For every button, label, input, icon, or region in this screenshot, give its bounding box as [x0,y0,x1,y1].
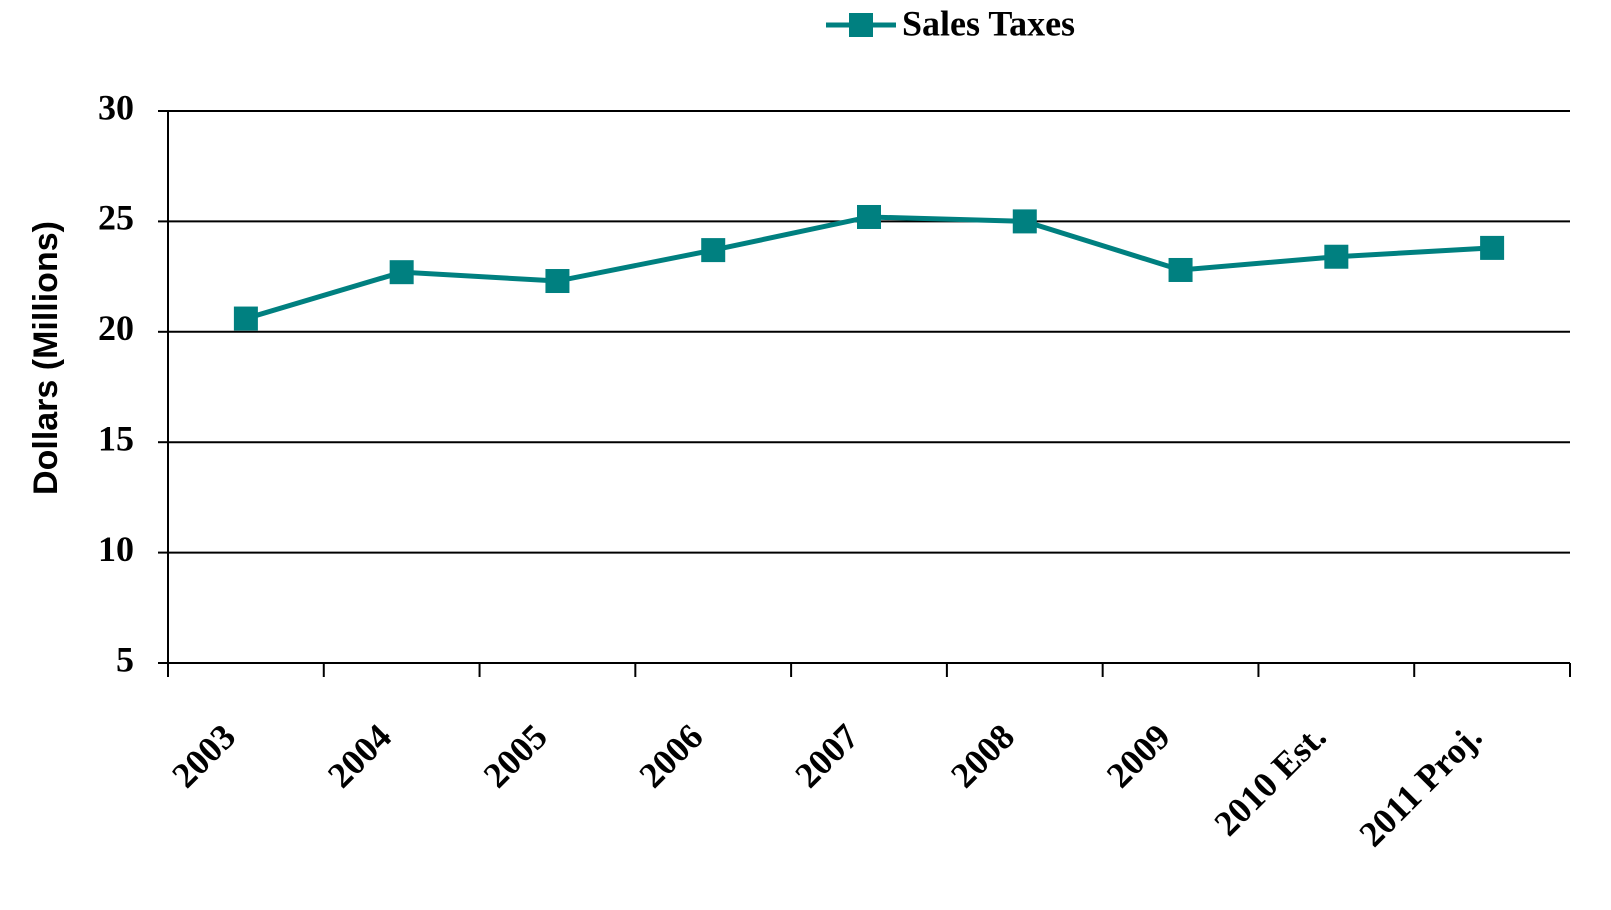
x-tick-label: 2003 [164,716,243,795]
x-tick-label: 2004 [320,716,399,795]
legend-label: Sales Taxes [902,3,1075,43]
x-tick-label: 2010 Est. [1206,716,1333,843]
y-tick-label: 5 [116,639,134,679]
y-axis-title: Dollars (Millions) [27,221,65,495]
marker [1324,244,1349,269]
x-tick-label: 2009 [1099,716,1178,795]
marker [389,260,414,285]
x-tick-label: 2006 [631,716,710,795]
marker [701,238,726,263]
y-tick-label: 25 [98,198,134,238]
y-tick-label: 30 [98,87,134,127]
series-line [245,214,1493,321]
x-tick-label: 2011 Proj. [1351,716,1489,854]
marker [1168,257,1193,282]
y-tick-label: 15 [98,418,134,458]
marker [545,269,570,294]
x-tick-label: 2005 [476,716,555,795]
x-tick-label: 2007 [787,716,866,795]
marker [1480,235,1505,260]
marker [857,204,881,229]
marker [1012,209,1037,234]
x-tick-label: 2008 [943,716,1022,795]
y-tick-label: 10 [98,529,134,569]
y-tick-label: 20 [98,308,134,348]
legend-marker [849,13,873,37]
marker [233,306,258,331]
